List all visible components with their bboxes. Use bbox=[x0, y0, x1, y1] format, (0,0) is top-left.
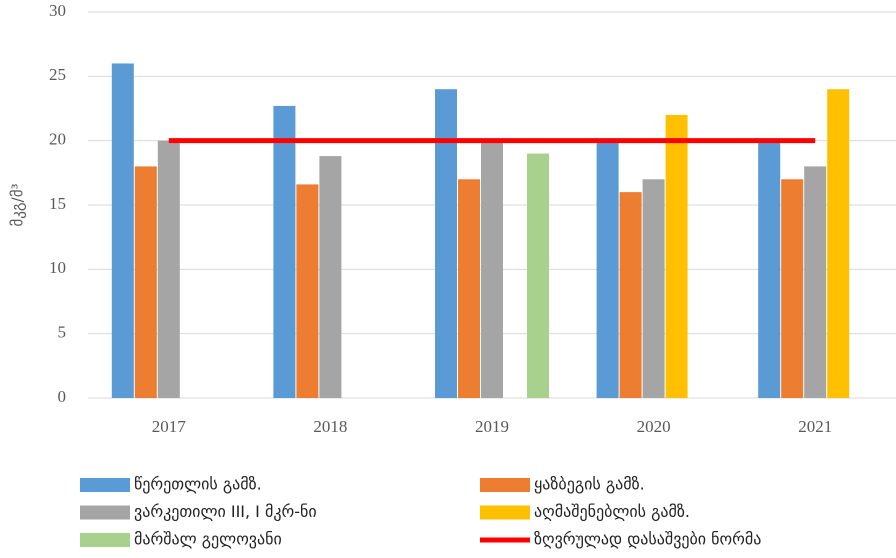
bar bbox=[827, 89, 850, 398]
x-tick-label: 2017 bbox=[152, 417, 187, 436]
bar bbox=[596, 140, 619, 398]
x-tick-label: 2018 bbox=[313, 417, 347, 436]
bar bbox=[134, 166, 157, 398]
bar bbox=[619, 192, 642, 398]
y-tick-label: 20 bbox=[49, 130, 66, 149]
legend-swatch bbox=[480, 478, 530, 492]
y-tick-label: 10 bbox=[49, 258, 66, 277]
x-tick-label: 2021 bbox=[798, 417, 832, 436]
legend-swatch bbox=[80, 533, 130, 547]
bar bbox=[111, 63, 134, 398]
legend-swatch bbox=[80, 505, 130, 520]
legend-label: ზღვრულად დასაშვები ნორმა bbox=[534, 530, 761, 549]
bar bbox=[781, 179, 804, 398]
bar bbox=[435, 89, 457, 398]
bar bbox=[481, 140, 503, 398]
bar bbox=[527, 153, 549, 398]
y-tick-label: 15 bbox=[49, 194, 66, 213]
y-tick-label: 0 bbox=[58, 387, 67, 406]
legend-label: მარშალ გელოვანი bbox=[134, 530, 282, 549]
legend-label: ვარკეთილი III, I მკრ-ნი bbox=[134, 502, 317, 521]
bar bbox=[665, 114, 688, 398]
legend-swatch bbox=[480, 505, 530, 520]
bar bbox=[758, 140, 781, 398]
bar bbox=[804, 166, 827, 398]
y-tick-label: 25 bbox=[49, 65, 66, 84]
bar bbox=[458, 179, 480, 398]
bar bbox=[273, 105, 296, 398]
legend-label: წერეთლის გამზ. bbox=[134, 475, 262, 494]
legend-swatch bbox=[80, 478, 130, 492]
x-tick-label: 2020 bbox=[637, 417, 671, 436]
legend-label: ყაზბეგის გამზ. bbox=[534, 475, 645, 494]
y-axis-label: მკგ/მ³ bbox=[9, 183, 27, 226]
bar bbox=[319, 156, 342, 398]
bar bbox=[642, 179, 665, 398]
x-tick-label: 2019 bbox=[475, 417, 509, 436]
y-tick-label: 5 bbox=[58, 323, 67, 342]
y-tick-label: 30 bbox=[49, 1, 66, 20]
bar bbox=[157, 140, 180, 398]
legend-label: აღმაშენებლის გამზ. bbox=[534, 502, 690, 521]
bar bbox=[296, 184, 319, 398]
